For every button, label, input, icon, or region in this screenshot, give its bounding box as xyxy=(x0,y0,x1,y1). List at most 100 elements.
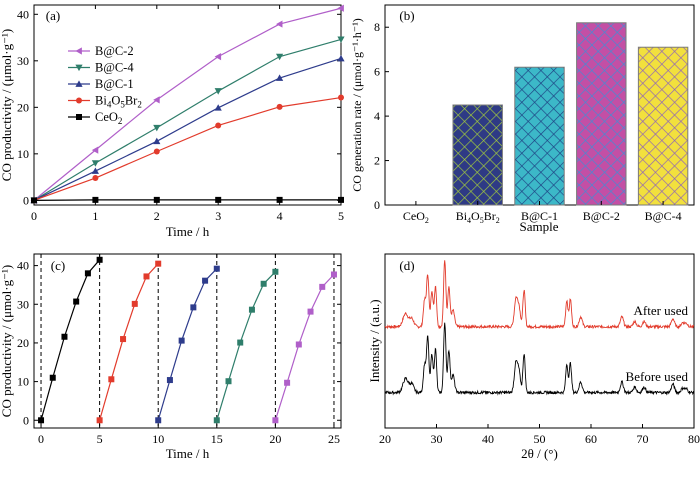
cycle-series-4 xyxy=(213,268,279,424)
data-point xyxy=(237,339,244,346)
bar xyxy=(637,46,689,206)
cycle-series-1 xyxy=(38,256,103,424)
x-tick-label: 15 xyxy=(211,432,223,446)
data-point xyxy=(49,374,56,381)
data-point xyxy=(84,270,91,277)
data-point xyxy=(153,148,160,155)
data-point xyxy=(337,36,345,44)
panel-d-label: (d) xyxy=(399,258,414,273)
data-point xyxy=(215,122,222,129)
x-tick-label: 70 xyxy=(637,432,649,446)
panel-c-ylabel: CO productivity / (μmol·g⁻¹) xyxy=(0,265,14,417)
bar xyxy=(576,22,627,206)
data-point xyxy=(96,256,103,263)
legend-label: CeO2 xyxy=(95,110,122,126)
data-point xyxy=(338,94,344,101)
data-point xyxy=(319,283,326,290)
data-point xyxy=(276,196,283,203)
x-tick-label: B@C-2 xyxy=(583,209,620,223)
data-point xyxy=(330,271,337,278)
y-tick-label: 10 xyxy=(17,375,29,389)
data-point xyxy=(307,308,314,315)
data-point xyxy=(92,175,99,182)
x-tick-label: 5 xyxy=(338,209,344,223)
y-tick-label: 20 xyxy=(17,336,29,350)
x-tick-label: 30 xyxy=(431,432,443,446)
series-a-1 xyxy=(30,36,345,204)
x-tick-label: 3 xyxy=(215,209,221,223)
y-tick-label: 4 xyxy=(374,109,380,123)
x-tick-label: 60 xyxy=(585,432,597,446)
x-tick-label: 0 xyxy=(38,432,44,446)
x-tick-label: CeO2 xyxy=(403,209,429,225)
panel-b-xlabel: Sample xyxy=(520,219,559,234)
xrd-pattern-1 xyxy=(384,322,695,396)
x-tick-label: 20 xyxy=(379,432,391,446)
data-point xyxy=(214,88,222,95)
x-tick-label: 0 xyxy=(31,209,37,223)
y-tick-label: 2 xyxy=(374,154,380,168)
data-point xyxy=(166,377,173,384)
data-point xyxy=(131,300,138,307)
data-point xyxy=(108,376,115,383)
data-point xyxy=(96,417,103,424)
data-point xyxy=(153,137,161,145)
series-line xyxy=(216,271,276,421)
legend-label: B@C-1 xyxy=(95,77,134,91)
data-point xyxy=(214,104,222,111)
data-point xyxy=(153,96,160,104)
data-point xyxy=(215,196,222,203)
panel-c-label: (c) xyxy=(51,258,65,273)
legend-marker xyxy=(75,64,83,72)
data-point xyxy=(276,53,284,61)
data-point xyxy=(91,167,99,174)
y-tick-label: 20 xyxy=(17,100,29,114)
bar xyxy=(514,66,565,206)
data-point xyxy=(272,268,279,275)
panel-d-xlabel: 2θ / (°) xyxy=(521,446,558,461)
data-point xyxy=(202,277,209,284)
xrd-pattern-0 xyxy=(384,260,695,330)
y-tick-label: 0 xyxy=(23,193,29,207)
data-point xyxy=(155,260,162,267)
x-tick-label: B@C-1 xyxy=(521,209,558,223)
cycle-series-5 xyxy=(272,271,337,424)
x-tick-label: 20 xyxy=(269,432,281,446)
data-point xyxy=(153,196,160,203)
legend-marker xyxy=(75,80,83,87)
x-tick-label: 40 xyxy=(482,432,494,446)
legend-marker xyxy=(75,47,82,55)
y-tick-label: 0 xyxy=(23,413,29,427)
x-tick-label: 5 xyxy=(97,432,103,446)
data-point xyxy=(248,306,255,313)
data-point xyxy=(38,417,45,424)
legend-label: B@C-4 xyxy=(95,61,134,75)
data-point xyxy=(92,196,99,203)
data-point xyxy=(153,124,161,132)
x-tick-label: 25 xyxy=(328,432,340,446)
panel-a-label: (a) xyxy=(46,8,60,23)
data-point xyxy=(284,379,291,386)
data-point xyxy=(214,53,222,61)
y-tick-label: 8 xyxy=(374,20,380,34)
data-point xyxy=(213,417,220,424)
legend-marker xyxy=(76,114,82,120)
data-point xyxy=(213,265,220,272)
x-tick-label: B@C-4 xyxy=(645,209,682,223)
series-line xyxy=(99,263,159,421)
panel-c-xlabel: Time / h xyxy=(166,446,210,461)
data-point xyxy=(338,196,344,203)
panel-d-frame xyxy=(384,253,695,429)
x-tick-label: 50 xyxy=(534,432,546,446)
series-line xyxy=(33,38,342,201)
data-point xyxy=(120,336,127,343)
panel-a-ylabel: CO productivity / (μmol·g⁻¹) xyxy=(0,29,14,181)
data-point xyxy=(91,160,99,167)
panel-d-ylabel: Intensity / (a.u.) xyxy=(367,299,382,382)
data-point xyxy=(337,4,344,12)
series-line xyxy=(274,274,335,421)
y-tick-label: 30 xyxy=(17,297,29,311)
series-line xyxy=(40,259,101,421)
x-tick-label: 1 xyxy=(92,209,98,223)
